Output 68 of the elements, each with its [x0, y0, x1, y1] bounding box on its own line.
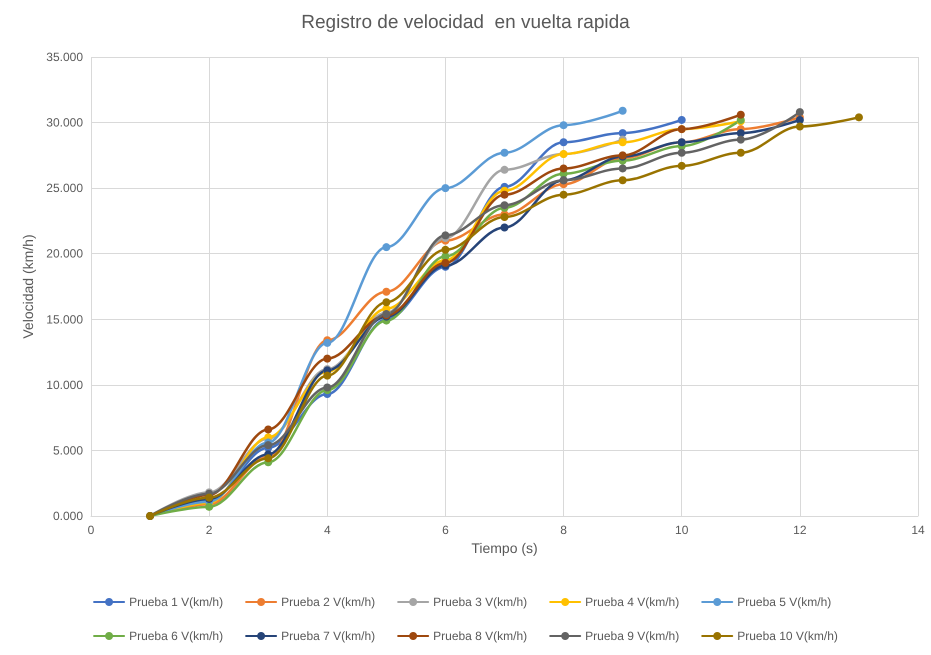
point — [678, 162, 686, 170]
legend-label: Prueba 6 V(km/h) — [129, 629, 224, 643]
y-axis-title: Velocidad (km/h) — [20, 234, 36, 339]
y-tick-label: 15.000 — [46, 312, 84, 326]
point — [500, 223, 508, 232]
point — [382, 243, 390, 252]
point — [500, 148, 508, 157]
point — [323, 372, 332, 380]
point — [500, 201, 508, 210]
chart-title: Registro de velocidad en vuelta rapida — [301, 12, 630, 33]
x-tick-label: 12 — [793, 523, 807, 537]
x-axis-title: Tiempo (s) — [471, 540, 538, 556]
y-tick-label: 10.000 — [46, 378, 84, 392]
legend-label: Prueba 5 V(km/h) — [737, 595, 832, 609]
y-tick-label: 25.000 — [46, 181, 84, 196]
x-tick-label: 2 — [206, 523, 213, 537]
point — [618, 138, 627, 146]
point — [441, 246, 450, 254]
y-tick-label: 30.000 — [46, 116, 84, 130]
point — [264, 441, 272, 450]
point — [323, 383, 332, 392]
point — [382, 298, 390, 306]
point — [560, 138, 568, 146]
point — [500, 212, 508, 221]
x-tick-label: 10 — [675, 523, 689, 537]
point — [382, 288, 390, 296]
point — [736, 136, 745, 144]
legend-label: Prueba 7 V(km/h) — [281, 629, 376, 643]
point — [796, 116, 804, 124]
x-tick-label: 0 — [88, 523, 95, 537]
point — [441, 231, 450, 240]
point — [264, 425, 272, 434]
legend-label: Prueba 2 V(km/h) — [281, 595, 376, 609]
point — [560, 121, 568, 130]
point — [560, 190, 568, 199]
point — [618, 129, 627, 138]
point — [854, 113, 863, 122]
point — [500, 190, 508, 199]
x-tick-label: 8 — [560, 523, 568, 537]
point — [796, 108, 804, 116]
point — [500, 166, 508, 174]
legend-label: Prueba 10 V(km/h) — [737, 629, 838, 643]
point — [205, 502, 214, 511]
x-tick-label: 4 — [324, 523, 331, 537]
y-tick-label: 20.000 — [46, 246, 84, 261]
point — [736, 110, 745, 119]
point — [736, 148, 745, 157]
point — [323, 338, 332, 347]
point — [441, 258, 450, 267]
point — [618, 106, 627, 115]
x-tick-label: 6 — [442, 523, 450, 537]
legend-label: Prueba 4 V(km/h) — [585, 595, 680, 609]
point — [323, 354, 332, 363]
legend-label: Prueba 9 V(km/h) — [585, 629, 680, 643]
legend-label: Prueba 3 V(km/h) — [433, 595, 528, 609]
point — [441, 184, 450, 192]
point — [796, 122, 804, 131]
point — [618, 164, 627, 172]
y-tick-label: 5.000 — [52, 443, 84, 458]
y-tick-label: 0.000 — [52, 509, 84, 523]
y-tick-label: 35.000 — [46, 50, 84, 64]
x-tick-label: 14 — [911, 523, 925, 537]
point — [678, 116, 686, 124]
point — [678, 148, 686, 157]
point — [560, 164, 568, 172]
legend-label: Prueba 8 V(km/h) — [433, 629, 528, 643]
legend-label: Prueba 1 V(km/h) — [129, 595, 224, 609]
point — [618, 176, 627, 184]
